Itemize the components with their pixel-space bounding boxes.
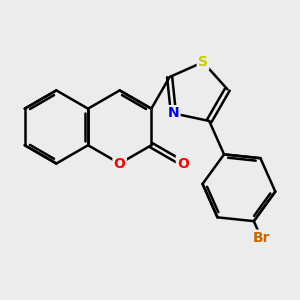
Text: N: N <box>168 106 179 120</box>
Text: S: S <box>198 55 208 69</box>
Text: O: O <box>114 157 126 170</box>
Text: Br: Br <box>253 231 270 245</box>
Text: O: O <box>177 157 189 170</box>
